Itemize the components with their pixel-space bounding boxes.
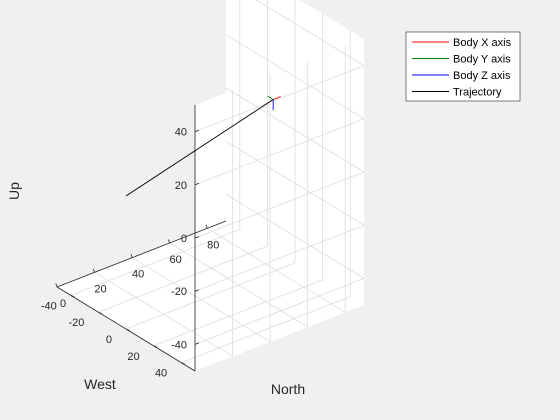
x-tick-label: 0 — [60, 298, 66, 310]
y-tick-label: 0 — [106, 334, 112, 346]
grid-line — [153, 279, 323, 347]
grid-line — [194, 278, 365, 345]
plot-lines — [125, 95, 281, 197]
x-tick-mark — [55, 283, 58, 288]
legend-label: Trajectory — [453, 87, 502, 99]
grid-line — [255, 0, 365, 66]
x-tick-mark — [130, 254, 133, 258]
grid-line — [181, 296, 351, 363]
y-tick-mark — [98, 311, 103, 315]
x-tick-label: 40 — [132, 269, 144, 281]
grid-line — [225, 87, 365, 173]
grid-line — [194, 118, 365, 186]
z-tick-label: 0 — [181, 233, 187, 245]
y-tick-label: -40 — [41, 300, 57, 312]
grid-line — [194, 224, 365, 292]
y-tick-mark — [125, 328, 130, 331]
series-line — [273, 96, 281, 100]
y-tick-mark — [153, 345, 158, 348]
z-tick-label: -20 — [171, 286, 187, 298]
x-axis-label: North — [271, 381, 305, 397]
grid-line — [98, 245, 268, 313]
x-tick-mark — [205, 224, 208, 229]
grid-line — [70, 229, 240, 296]
legend-label: Body Y axis — [453, 54, 511, 66]
z-tick-mark — [194, 182, 200, 186]
grid-line — [225, 194, 365, 279]
y-tick-mark — [70, 295, 75, 298]
x-tick-label: 20 — [94, 283, 106, 295]
grid-line — [125, 262, 296, 330]
x-axis-line — [56, 220, 227, 288]
z-tick-mark — [194, 289, 200, 292]
x-tick-mark — [168, 239, 171, 244]
y-tick-label: 20 — [127, 351, 139, 363]
x-tick-label: 80 — [207, 239, 219, 251]
z-axis-label: Up — [6, 182, 22, 200]
series-line — [125, 99, 274, 197]
axis-lines — [55, 105, 227, 372]
legend-label: Body X axis — [453, 37, 512, 49]
grid-line — [225, 140, 365, 226]
legend: Body X axis Body Y axis Body Z axis Traject… — [405, 31, 521, 102]
y-tick-label: 40 — [155, 368, 167, 380]
z-tick-label: -40 — [171, 339, 187, 351]
z-tick-label: 20 — [175, 180, 187, 192]
grid-line — [194, 65, 365, 132]
series-line — [267, 95, 274, 100]
z-tick-mark — [194, 236, 200, 239]
y-tick-label: -20 — [68, 317, 84, 329]
y-tick-mark — [181, 362, 185, 365]
y-axis-label: West — [84, 376, 116, 392]
z-tick-mark — [194, 129, 200, 132]
x-tick-mark — [92, 268, 95, 273]
grid-line — [194, 171, 365, 239]
legend-box — [405, 31, 521, 102]
grid-line — [225, 34, 365, 120]
z-tick-mark — [194, 342, 200, 345]
x-tick-label: 60 — [170, 254, 182, 266]
legend-label: Body Z axis — [453, 70, 511, 82]
z-tick-label: 40 — [175, 127, 187, 139]
